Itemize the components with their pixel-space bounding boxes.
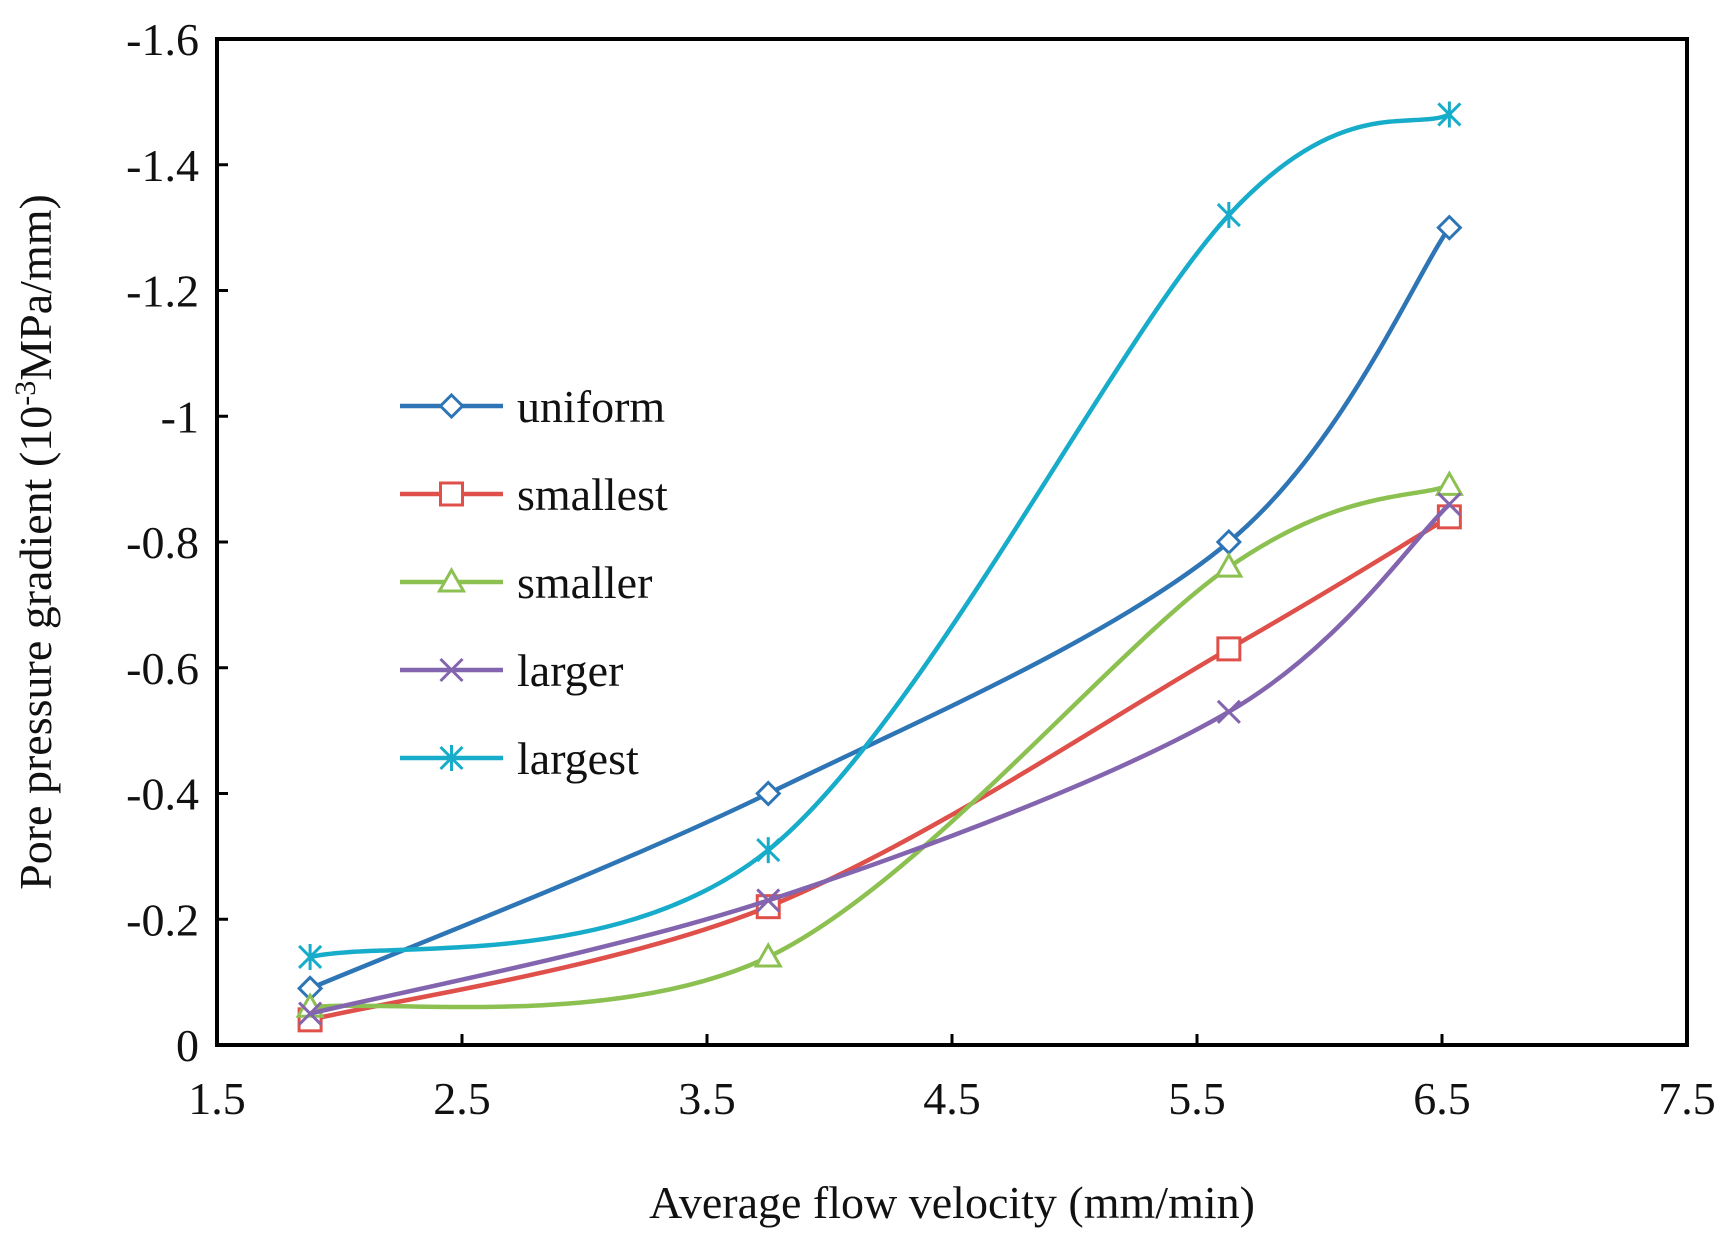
data-point-largest <box>1437 101 1462 128</box>
legend-label: larger <box>517 645 623 696</box>
data-point-smaller <box>753 941 783 968</box>
legend: uniform smallest smaller larger largest <box>400 381 668 784</box>
legend-marker <box>439 745 464 771</box>
data-point-smaller <box>1214 552 1244 578</box>
y-tick-label: -1 <box>161 391 199 442</box>
y-tick-label: -1.6 <box>126 14 199 65</box>
y-tick-label: -0.2 <box>126 894 199 945</box>
x-tick-label: 7.5 <box>1658 1073 1716 1124</box>
data-point-largest <box>298 943 323 970</box>
y-axis-title-main: Pore pressure gradient (10 <box>10 406 61 890</box>
series-line-smallest <box>307 514 1452 1023</box>
series-uniform <box>296 214 1463 1002</box>
y-axis-title-unit: MPa/mm) <box>10 194 61 381</box>
y-axis-title: Pore pressure gradient (10-3MPa/mm) <box>9 194 62 890</box>
legend-marker <box>438 392 465 420</box>
data-point-smaller <box>1434 470 1464 496</box>
series-layer <box>295 101 1464 1033</box>
legend-item-smaller: smaller <box>400 557 652 608</box>
x-tick-label: 2.5 <box>433 1073 491 1124</box>
series-line-uniform <box>307 225 1452 991</box>
legend-item-smallest: smallest <box>400 469 668 520</box>
series-line-largest <box>307 112 1452 960</box>
legend-label: uniform <box>517 381 665 432</box>
series-line-smaller <box>307 483 1452 1010</box>
legend-marker <box>439 657 464 683</box>
x-axis: 1.5 2.5 3.5 4.5 5.5 6.5 7.5 <box>188 1034 1716 1124</box>
series-larger <box>298 492 1462 1026</box>
data-point-uniform <box>1436 214 1463 241</box>
legend-item-largest: largest <box>400 733 639 784</box>
y-tick-label: -0.8 <box>126 517 199 568</box>
legend-item-uniform: uniform <box>400 381 665 432</box>
legend-marker <box>436 566 467 593</box>
legend-label: smaller <box>517 557 652 608</box>
legend-marker <box>439 481 464 507</box>
x-tick-label: 6.5 <box>1413 1073 1471 1124</box>
data-point-smallest <box>1216 636 1242 662</box>
y-axis-title-superscript: -3 <box>9 381 42 406</box>
x-tick-label: 4.5 <box>923 1073 981 1124</box>
series-largest <box>298 101 1462 970</box>
series-line-larger <box>307 502 1452 1016</box>
legend-label: smallest <box>517 469 668 520</box>
y-tick-label: 0 <box>176 1020 199 1071</box>
y-tick-label: -1.4 <box>126 140 199 191</box>
y-tick-label: -0.4 <box>126 769 199 820</box>
data-point-largest <box>756 837 781 864</box>
x-tick-label: 5.5 <box>1168 1073 1226 1124</box>
data-point-largest <box>1216 202 1241 229</box>
x-tick-label: 3.5 <box>678 1073 736 1124</box>
data-point-larger <box>1437 492 1462 517</box>
x-tick-label: 1.5 <box>188 1073 246 1124</box>
data-point-uniform <box>755 780 782 807</box>
y-tick-label: -0.6 <box>126 643 199 694</box>
x-axis-title: Average flow velocity (mm/min) <box>649 1177 1255 1228</box>
data-point-larger <box>756 888 781 913</box>
data-point-larger <box>1216 699 1241 724</box>
legend-item-larger: larger <box>400 645 623 696</box>
data-point-larger <box>298 1001 323 1026</box>
legend-label: largest <box>517 733 639 784</box>
y-tick-label: -1.2 <box>126 266 199 317</box>
y-axis: 0 -0.2 -0.4 -0.6 -0.8 -1 -1.2 -1.4 -1.6 <box>126 14 228 1071</box>
